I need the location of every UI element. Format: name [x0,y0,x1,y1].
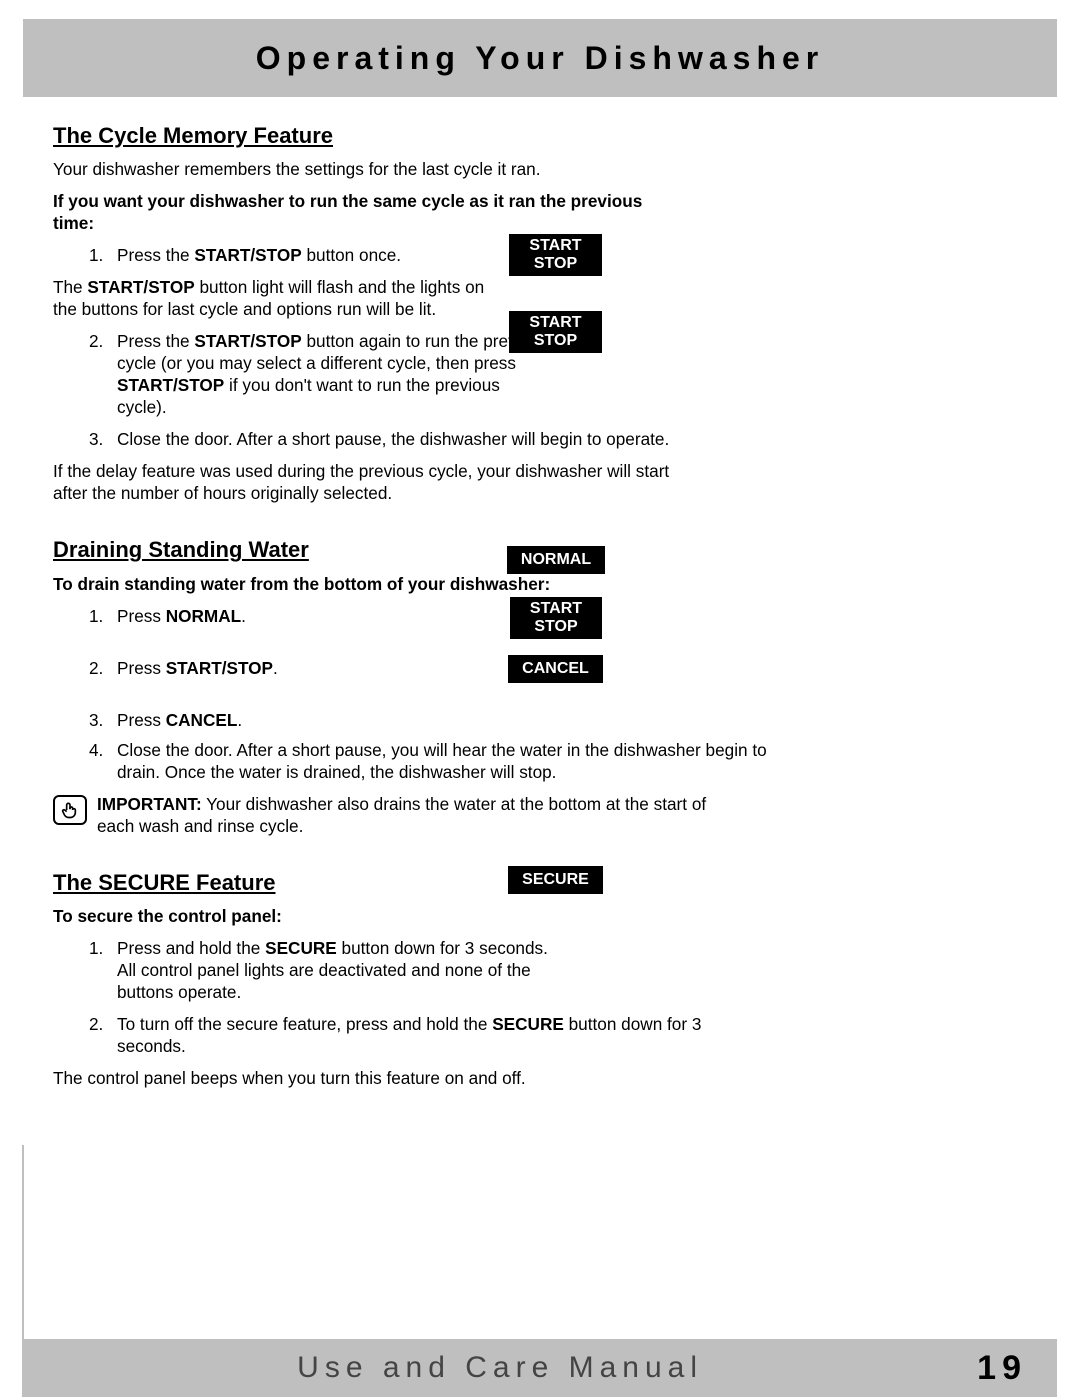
text: To turn off the secure feature, press an… [117,1014,492,1034]
text: IMPORTANT: Your dishwasher also drains t… [97,793,737,837]
text: START/STOP [117,375,224,395]
text: START/STOP [194,331,301,351]
text: . [241,606,246,626]
hand-point-icon [53,795,87,825]
list-item: 4. Close the door. After a short pause, … [53,739,770,783]
heading-draining: Draining Standing Water [53,536,770,564]
text: Your dishwasher remembers the settings f… [53,158,770,180]
manual-page: Operating Your Dishwasher The Cycle Memo… [0,0,1080,1397]
text: . [273,658,278,678]
text: NORMAL [166,606,241,626]
text: START [529,314,581,332]
normal-button-graphic: NORMAL [507,546,605,574]
text: START [530,600,582,618]
subheading: To secure the control panel: [53,905,770,927]
footer-title: Use and Care Manual [23,1351,977,1385]
list-item: 1. Press the START/STOP button once. [53,244,770,266]
list-item: 2. Press START/STOP. [53,657,770,679]
text: Close the door. After a short pause, the… [117,429,669,449]
heading-cycle-memory: The Cycle Memory Feature [53,122,770,150]
list-item: 3. Close the door. After a short pause, … [53,428,770,450]
text: Press [117,606,166,626]
text: NORMAL [521,551,591,569]
list-item: 1. Press and hold the SECURE button down… [53,937,563,1003]
text: Press [117,710,166,730]
subheading: If you want your dishwasher to run the s… [53,190,643,234]
steps-cycle-memory-2: 2. Press the START/STOP button again to … [53,330,770,450]
start-stop-button-graphic: START STOP [509,234,602,276]
text: If the delay feature was used during the… [53,460,693,504]
page-content: The Cycle Memory Feature Your dishwasher… [53,122,770,1099]
text: SECURE [492,1014,564,1034]
text: STOP [534,332,577,350]
text: START [529,237,581,255]
secure-button-graphic: SECURE [508,866,603,894]
list-item: 2. To turn off the secure feature, press… [53,1013,770,1057]
list-item: 3. Press CANCEL. [53,709,770,731]
text: IMPORTANT: [97,794,202,814]
text: The START/STOP button light will flash a… [53,276,503,320]
text: Press the [117,245,194,265]
subheading: To drain standing water from the bottom … [53,573,770,595]
steps-draining: 1. Press NORMAL. 2. Press START/STOP. 3.… [53,605,770,783]
text: SECURE [265,938,337,958]
text: START/STOP [166,658,273,678]
cancel-button-graphic: CANCEL [508,655,603,683]
text: STOP [534,618,577,636]
page-header: Operating Your Dishwasher [23,19,1057,97]
text: Close the door. After a short pause, you… [117,740,767,782]
page-footer: Use and Care Manual 19 [23,1339,1057,1397]
text: SECURE [522,871,589,889]
list-item: 1. Press NORMAL. [53,605,770,627]
text: The [53,277,87,297]
start-stop-button-graphic: START STOP [510,597,602,639]
text: START/STOP [194,245,301,265]
text: CANCEL [166,710,238,730]
steps-cycle-memory: 1. Press the START/STOP button once. [53,244,770,266]
text: START/STOP [87,277,194,297]
text: Press the [117,331,194,351]
text: . [237,710,242,730]
text: STOP [534,255,577,273]
text: CANCEL [522,660,589,678]
start-stop-button-graphic: START STOP [509,311,602,353]
page-number: 19 [977,1349,1027,1388]
heading-secure: The SECURE Feature [53,869,770,897]
list-item: 2. Press the START/STOP button again to … [53,330,553,418]
text: Press and hold the [117,938,265,958]
steps-secure: 1. Press and hold the SECURE button down… [53,937,770,1057]
page-header-title: Operating Your Dishwasher [256,40,824,77]
important-note: IMPORTANT: Your dishwasher also drains t… [53,793,770,847]
text: Press [117,658,166,678]
text: button once. [302,245,401,265]
text: The control panel beeps when you turn th… [53,1067,770,1089]
